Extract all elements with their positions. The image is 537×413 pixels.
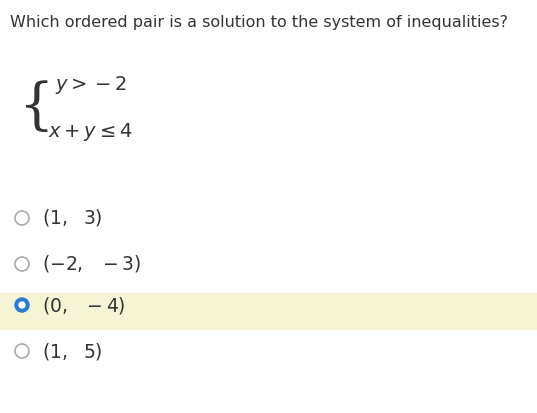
Text: $(1,\ \ 3)$: $(1,\ \ 3)$: [42, 207, 103, 228]
Text: $\mathit{y} > -2$: $\mathit{y} > -2$: [55, 74, 127, 96]
Text: $(-2,\ \ -3)$: $(-2,\ \ -3)$: [42, 254, 141, 275]
Circle shape: [19, 302, 25, 308]
Text: Which ordered pair is a solution to the system of inequalities?: Which ordered pair is a solution to the …: [10, 14, 508, 29]
Circle shape: [15, 257, 29, 271]
Bar: [0, 293, 537, 329]
Circle shape: [15, 298, 29, 312]
Text: $(1,\ \ 5)$: $(1,\ \ 5)$: [42, 340, 103, 361]
Circle shape: [15, 344, 29, 358]
Circle shape: [15, 211, 29, 225]
Text: $\mathit{x} + \mathit{y} \leq 4$: $\mathit{x} + \mathit{y} \leq 4$: [48, 121, 133, 143]
Text: $(0,\ \ -4)$: $(0,\ \ -4)$: [42, 294, 126, 316]
Text: {: {: [18, 81, 53, 135]
